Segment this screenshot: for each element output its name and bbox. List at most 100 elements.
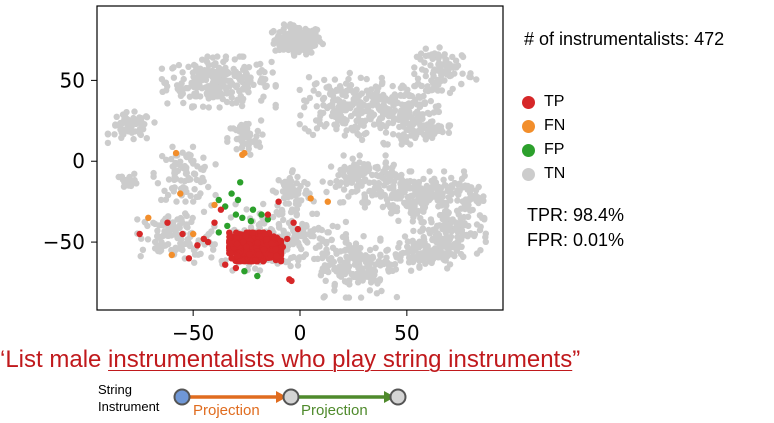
tn-point: [422, 72, 429, 80]
tn-point: [272, 82, 279, 89]
tn-point: [368, 109, 375, 116]
tn-point: [452, 57, 460, 64]
tn-point: [353, 176, 361, 183]
tn-point: [111, 131, 118, 138]
tn-point: [269, 69, 276, 76]
tn-point: [438, 87, 446, 94]
tn-point: [161, 187, 168, 194]
tn-point: [337, 248, 344, 255]
tn-point: [473, 221, 481, 228]
tn-point: [309, 210, 316, 217]
tn-point: [420, 208, 427, 215]
tn-point: [191, 186, 198, 193]
tn-point: [300, 227, 307, 234]
tn-point: [285, 23, 293, 30]
tn-point: [104, 139, 112, 147]
tn-point: [286, 175, 293, 182]
tn-point: [349, 101, 356, 109]
tn-points: [104, 21, 489, 301]
tn-point: [439, 190, 446, 197]
tn-point: [268, 29, 276, 36]
tn-point: [159, 241, 167, 249]
tn-point: [257, 117, 265, 124]
tn-point: [128, 128, 135, 135]
tn-point: [268, 58, 275, 66]
tn-point: [445, 123, 452, 131]
tn-point: [121, 115, 128, 122]
tn-point: [190, 198, 197, 205]
tn-point: [378, 114, 386, 122]
tn-point: [428, 190, 435, 198]
tn-point: [198, 85, 206, 92]
tn-point: [428, 177, 435, 185]
tn-point: [130, 114, 137, 122]
tn-point: [398, 136, 405, 143]
tn-point: [341, 132, 348, 139]
tn-point: [404, 243, 411, 250]
tn-point: [386, 106, 393, 113]
tn-point: [348, 188, 355, 196]
tn-point: [297, 183, 304, 190]
tn-point: [449, 85, 456, 93]
tn-point: [275, 177, 282, 184]
tn-point: [228, 89, 236, 96]
tn-point: [378, 74, 385, 82]
tn-point: [186, 240, 193, 247]
tn-point: [407, 267, 415, 274]
tn-point: [473, 76, 480, 83]
tn-point: [316, 243, 323, 250]
tn-point: [216, 104, 223, 111]
tn-point: [318, 268, 325, 275]
tn-point: [344, 278, 351, 285]
tn-point: [314, 255, 321, 262]
tn-point: [269, 187, 277, 194]
tn-point: [202, 76, 210, 84]
tn-point: [280, 216, 287, 224]
tn-point: [343, 127, 350, 134]
tn-point: [200, 154, 207, 161]
tn-point: [356, 152, 363, 159]
tn-point: [444, 227, 451, 234]
tn-point: [256, 69, 263, 76]
tn-point: [330, 97, 337, 104]
tn-point: [113, 113, 120, 121]
tn-point: [180, 99, 187, 107]
tn-point: [173, 198, 180, 205]
tn-point: [190, 103, 198, 110]
tn-point: [389, 202, 397, 209]
tn-point: [205, 231, 212, 238]
tn-point: [112, 121, 119, 128]
tn-point: [385, 268, 392, 275]
tn-point: [349, 155, 356, 162]
tn-point: [382, 152, 389, 159]
tn-point: [247, 151, 254, 158]
tn-point: [355, 265, 363, 272]
tn-point: [386, 185, 393, 192]
tn-point: [329, 222, 336, 230]
tn-point: [340, 199, 347, 206]
tn-point: [429, 255, 437, 263]
tn-point: [185, 174, 192, 182]
tn-point: [208, 254, 215, 261]
tn-point: [172, 227, 179, 234]
tn-point: [137, 253, 144, 260]
tn-point: [431, 66, 438, 73]
tn-point: [374, 280, 381, 287]
tn-point: [288, 254, 295, 262]
tn-point: [441, 242, 449, 249]
tn-point: [154, 180, 162, 187]
tn-point: [126, 119, 134, 127]
tn-point: [427, 216, 435, 223]
tn-point: [356, 254, 363, 261]
tn-point: [285, 219, 293, 226]
tn-point: [242, 69, 249, 76]
tn-point: [159, 222, 166, 229]
tn-point: [292, 29, 299, 36]
tn-point: [420, 175, 427, 183]
tn-point: [239, 98, 246, 105]
tn-point: [334, 223, 341, 230]
tn-point: [301, 97, 308, 104]
tn-point: [238, 102, 246, 110]
tn-point: [391, 261, 399, 268]
tn-point: [291, 230, 299, 238]
